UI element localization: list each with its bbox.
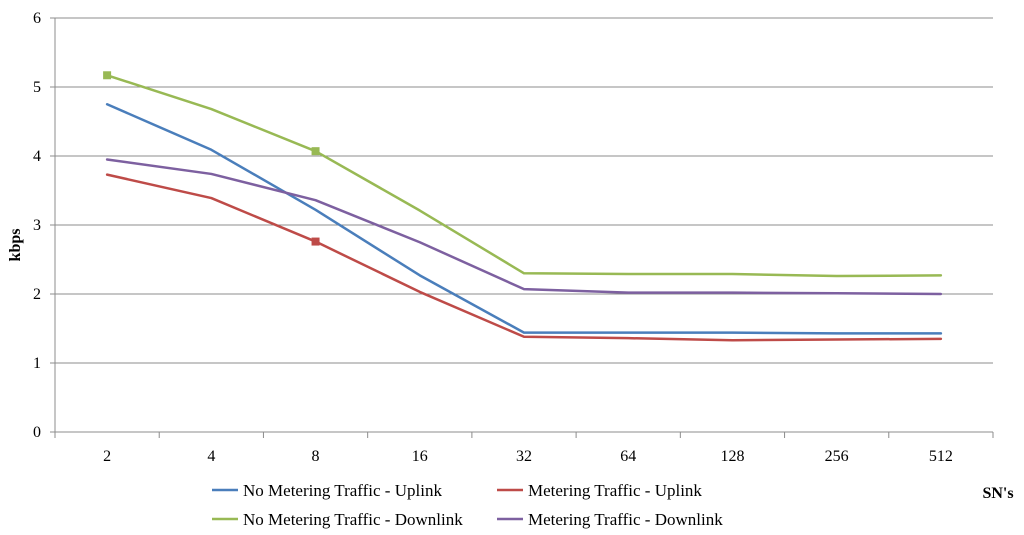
legend-item-2: Metering Traffic - Uplink — [497, 481, 702, 500]
x-tick-label: 4 — [207, 448, 215, 465]
series-markers — [103, 71, 320, 246]
series-3-marker — [311, 147, 320, 156]
axes — [50, 17, 994, 438]
legend: No Metering Traffic - Uplink Metering Tra… — [212, 481, 723, 529]
legend-label: No Metering Traffic - Uplink — [243, 481, 442, 500]
series-3-marker — [103, 71, 112, 80]
x-tick-label: 8 — [312, 448, 320, 465]
y-tick-label: 3 — [33, 217, 41, 234]
tick-labels: 0 1 2 3 4 5 6 2 4 8 16 32 64 128 256 512 — [33, 10, 953, 465]
series-line-2 — [105, 173, 943, 342]
x-tick-label: 2 — [103, 448, 111, 465]
y-axis-title: kbps — [7, 229, 24, 262]
x-tick-label: 128 — [720, 448, 744, 465]
legend-label: No Metering Traffic - Downlink — [243, 510, 463, 529]
series-line-3 — [105, 74, 943, 278]
x-tick-label: 512 — [929, 448, 953, 465]
x-axis-title: SN's — [982, 485, 1013, 502]
series-lines — [105, 74, 943, 342]
x-tick-label: 64 — [620, 448, 636, 465]
legend-item-4: Metering Traffic - Downlink — [497, 510, 723, 529]
series-line-4 — [105, 158, 943, 296]
y-tick-label: 0 — [33, 424, 41, 441]
legend-item-1: No Metering Traffic - Uplink — [212, 481, 442, 500]
legend-item-3: No Metering Traffic - Downlink — [212, 510, 463, 529]
series-line-1 — [105, 103, 943, 335]
y-tick-label: 4 — [33, 148, 41, 165]
grid-lines — [55, 17, 993, 364]
y-tick-label: 5 — [33, 79, 41, 96]
x-tick-label: 16 — [412, 448, 428, 465]
legend-label: Metering Traffic - Downlink — [528, 510, 723, 529]
x-tick-label: 32 — [516, 448, 532, 465]
x-tick-label: 256 — [825, 448, 849, 465]
y-tick-label: 6 — [33, 10, 41, 27]
series-2-marker — [311, 237, 320, 246]
legend-label: Metering Traffic - Uplink — [528, 481, 702, 500]
y-tick-label: 1 — [33, 355, 41, 372]
y-tick-label: 2 — [33, 286, 41, 303]
